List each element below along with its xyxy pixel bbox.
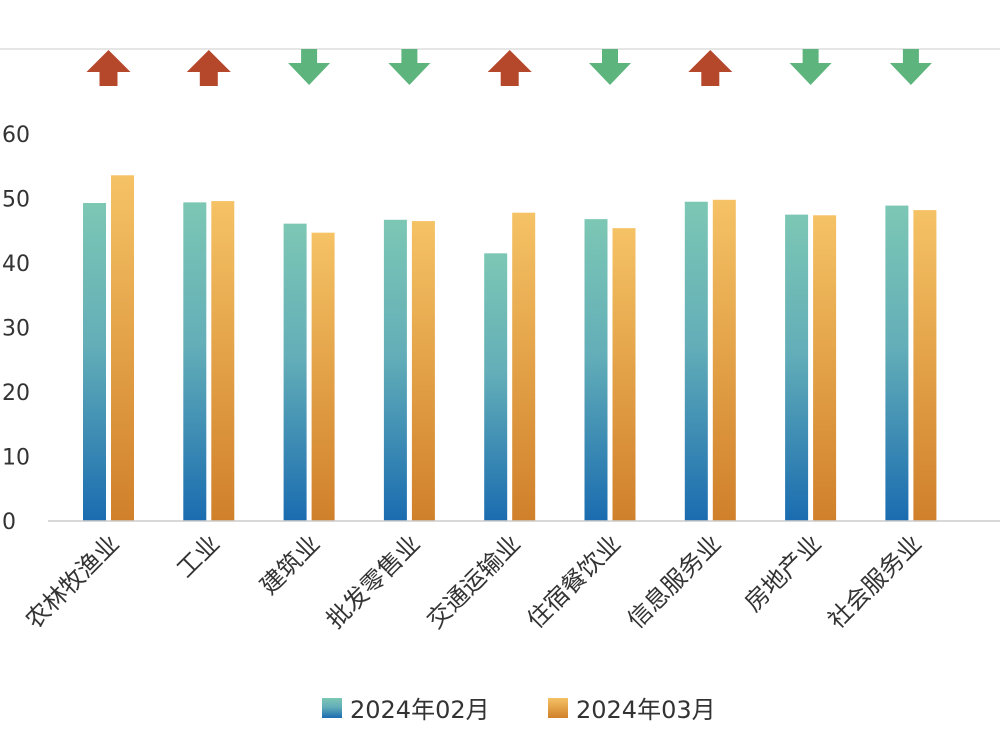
category-label: 工业 <box>171 529 225 583</box>
category-label: 建筑业 <box>255 529 326 600</box>
trend-down-arrow-icon <box>589 49 631 85</box>
category-label: 交通运输业 <box>421 529 526 634</box>
trend-down-arrow-icon <box>889 49 932 85</box>
category-label: 批发零售业 <box>321 529 426 634</box>
legend-swatch-2024-02 <box>322 698 342 718</box>
bar-2024-03 <box>813 215 837 521</box>
y-tick-label: 50 <box>2 188 30 213</box>
y-tick-label: 10 <box>2 446 30 471</box>
bar-2024-02 <box>183 202 207 521</box>
bar-2024-02 <box>383 219 407 521</box>
bar-2024-03 <box>111 175 134 521</box>
bar-2024-02 <box>785 214 809 521</box>
trend-up-arrow-icon <box>186 50 231 86</box>
bar-2024-02 <box>684 201 708 521</box>
bar-2024-02 <box>584 219 608 521</box>
trend-up-arrow-icon <box>86 50 131 86</box>
bar-2024-03 <box>411 221 435 521</box>
bar-2024-03 <box>612 228 636 522</box>
category-label: 住宿餐饮业 <box>522 529 627 634</box>
bar-2024-02 <box>484 253 508 521</box>
bar-2024-02 <box>283 223 307 521</box>
y-tick-label: 0 <box>2 510 16 535</box>
bar-2024-03 <box>211 201 235 521</box>
category-label: 房地产业 <box>739 529 827 617</box>
trend-down-arrow-icon <box>288 49 331 85</box>
trend-up-arrow-icon <box>688 50 733 86</box>
trend-down-arrow-icon <box>388 49 431 85</box>
y-tick-label: 60 <box>2 123 30 148</box>
bar-2024-03 <box>512 212 536 521</box>
bar-2024-03 <box>311 232 335 521</box>
trend-up-arrow-icon <box>487 50 532 86</box>
category-label: 社会服务业 <box>822 529 927 634</box>
bar-2024-03 <box>913 210 937 522</box>
bar-2024-02 <box>885 205 909 521</box>
legend-label-2024-02: 2024年02月 <box>350 696 490 724</box>
legend-swatch-2024-03 <box>548 698 568 718</box>
category-label: 信息服务业 <box>622 529 727 634</box>
y-tick-label: 40 <box>2 252 30 277</box>
legend-label-2024-03: 2024年03月 <box>576 696 716 724</box>
trend-down-arrow-icon <box>789 49 832 85</box>
category-label: 农林牧渔业 <box>20 529 125 634</box>
y-tick-label: 30 <box>2 317 30 342</box>
bar-2024-03 <box>712 199 736 522</box>
bar-2024-02 <box>83 203 106 521</box>
y-tick-label: 20 <box>2 381 30 406</box>
